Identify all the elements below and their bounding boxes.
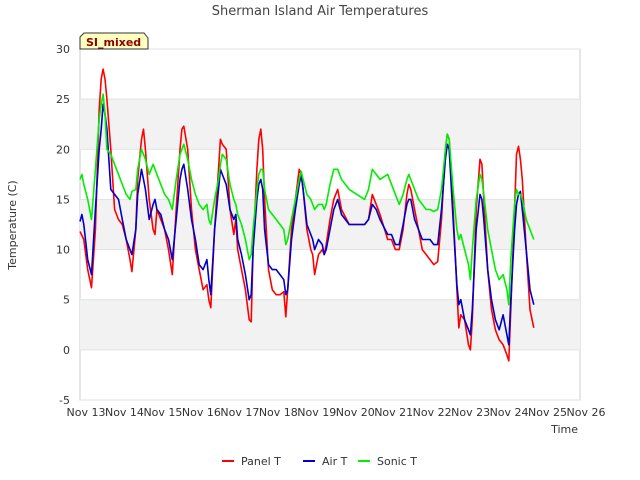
x-tick-label: Nov 18 <box>259 406 298 419</box>
chart-title: Sherman Island Air Temperatures <box>212 4 429 19</box>
y-tick-label: 0 <box>63 344 70 357</box>
legend-label: Air T <box>322 455 348 468</box>
grid-lines <box>80 48 580 401</box>
y-tick-label: 25 <box>56 93 70 106</box>
x-tick-label: Nov 22 <box>413 406 452 419</box>
legend: Panel T Air T Sonic T <box>222 455 417 468</box>
x-axis-ticks: Nov 13 Nov 14 Nov 15 Nov 16 Nov 17 Nov 18 Nov … <box>67 406 606 419</box>
plot-band <box>80 99 580 150</box>
y-tick-label: 20 <box>56 143 70 156</box>
y-axis-ticks: -5 0 5 10 15 20 25 30 <box>56 43 70 407</box>
y-tick-label: 5 <box>63 294 70 307</box>
x-tick-label: Nov 25 <box>528 406 567 419</box>
legend-label: Panel T <box>241 455 281 468</box>
y-tick-label: 30 <box>56 43 70 56</box>
legend-label: Sonic T <box>377 455 417 468</box>
x-tick-label: Nov 15 <box>143 406 182 419</box>
x-tick-label: Nov 21 <box>374 406 413 419</box>
series-lines <box>79 68 535 362</box>
plot-bands <box>80 99 580 350</box>
x-tick-label: Nov 23 <box>451 406 490 419</box>
x-tick-label: Nov 26 <box>567 406 606 419</box>
series-line-sonic-t <box>79 93 535 306</box>
x-tick-label: Nov 20 <box>336 406 375 419</box>
x-axis-label: Time <box>550 423 578 436</box>
badge-label: SI_mixed <box>86 36 141 49</box>
x-tick-label: Nov 19 <box>297 406 336 419</box>
x-tick-label: Nov 16 <box>182 406 221 419</box>
x-tick-label: Nov 24 <box>490 406 529 419</box>
badge: SI_mixed <box>79 32 149 50</box>
x-tick-label: Nov 14 <box>105 406 144 419</box>
series-line-air-t <box>79 103 535 346</box>
x-tick-label: Nov 13 <box>67 406 106 419</box>
y-tick-label: 15 <box>56 193 70 206</box>
y-axis-label: Temperature (C) <box>6 180 19 270</box>
y-tick-label: -5 <box>59 394 70 407</box>
badge-box <box>79 32 149 50</box>
x-tick-label: Nov 17 <box>220 406 259 419</box>
y-tick-label: 10 <box>56 244 70 257</box>
